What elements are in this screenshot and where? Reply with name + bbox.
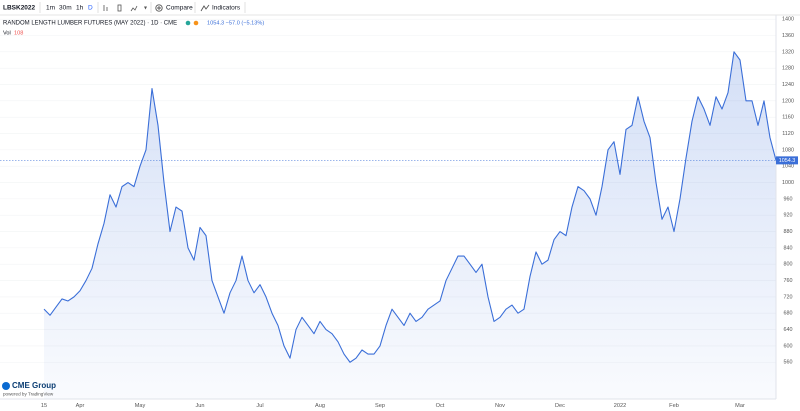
compare-icon[interactable] xyxy=(155,4,163,12)
compare[interactable]: Compare xyxy=(166,5,193,12)
indicators[interactable]: Indicators xyxy=(212,5,241,12)
y-tick-label: 800 xyxy=(784,262,793,268)
volume-value: 108 xyxy=(14,30,23,36)
y-tick-label: 880 xyxy=(784,229,793,235)
x-tick-label: Feb xyxy=(669,403,679,409)
volume-label: Vol xyxy=(3,30,11,36)
y-tick-label: 1040 xyxy=(782,164,794,170)
y-tick-label: 1400 xyxy=(782,17,794,23)
x-tick-label: May xyxy=(135,403,146,409)
y-tick-label: 1160 xyxy=(782,115,794,121)
y-tick-label: 560 xyxy=(784,360,793,366)
interval[interactable]: 1h xyxy=(76,5,84,12)
indicators-icon[interactable] xyxy=(200,4,210,12)
y-tick-label: 1000 xyxy=(782,180,794,186)
y-tick-label: 760 xyxy=(784,278,793,284)
x-tick-label: Mar xyxy=(735,403,745,409)
last-price-tag xyxy=(776,156,798,165)
y-tick-label: 840 xyxy=(784,245,793,251)
y-tick-label: 1360 xyxy=(782,33,794,39)
x-tick-label: Jun xyxy=(195,403,204,409)
interval[interactable]: 1m xyxy=(46,5,55,12)
y-tick-label: 1240 xyxy=(782,82,794,88)
x-tick-label: Sep xyxy=(375,403,385,409)
area xyxy=(44,51,776,400)
y-tick-label: 1200 xyxy=(782,98,794,104)
last-price-label: 1054.3 xyxy=(779,158,796,164)
chart-style-icons[interactable] xyxy=(103,4,138,12)
x-tick-label: Apr xyxy=(76,403,85,409)
x-tick-label: Dec xyxy=(555,403,565,409)
y-tick-label: 920 xyxy=(784,213,793,219)
logo-powered: powered by TradingView xyxy=(3,392,54,397)
price-line xyxy=(43,51,777,363)
interval[interactable]: 30m xyxy=(59,5,72,12)
y-tick-label: 1320 xyxy=(782,49,794,55)
toolbar xyxy=(0,0,800,15)
price-change: 1054.3 −57.0 (−5.13%) xyxy=(207,20,264,26)
x-tick-label: Nov xyxy=(495,403,505,409)
logo-name: CME Group xyxy=(12,381,56,390)
y-tick-label: 1280 xyxy=(782,66,794,72)
dropdown[interactable]: ▾ xyxy=(144,6,147,12)
y-tick-label: 1120 xyxy=(782,131,794,137)
y-tick-label: 600 xyxy=(784,343,793,349)
x-tick-label: 2022 xyxy=(614,403,626,409)
x-tick-label: Oct xyxy=(436,403,445,409)
y-tick-label: 1080 xyxy=(782,147,794,153)
chart-title: RANDOM LENGTH LUMBER FUTURES (MAY 2022) … xyxy=(3,21,177,27)
status-dot xyxy=(185,20,191,26)
y-tick-label: 960 xyxy=(784,196,793,202)
x-tick-label: 15 xyxy=(41,403,47,409)
logo: CME Group powered by TradingView xyxy=(2,381,56,397)
interval-active[interactable]: D xyxy=(88,5,93,12)
y-tick-label: 640 xyxy=(784,327,793,333)
x-tick-label: Jul xyxy=(256,403,263,409)
y-tick-label: 720 xyxy=(784,294,793,300)
x-tick-label: Aug xyxy=(315,403,325,409)
symbol[interactable]: LBSK2022 xyxy=(3,5,36,12)
y-tick-label: 680 xyxy=(784,311,793,317)
status-dot xyxy=(193,20,199,26)
